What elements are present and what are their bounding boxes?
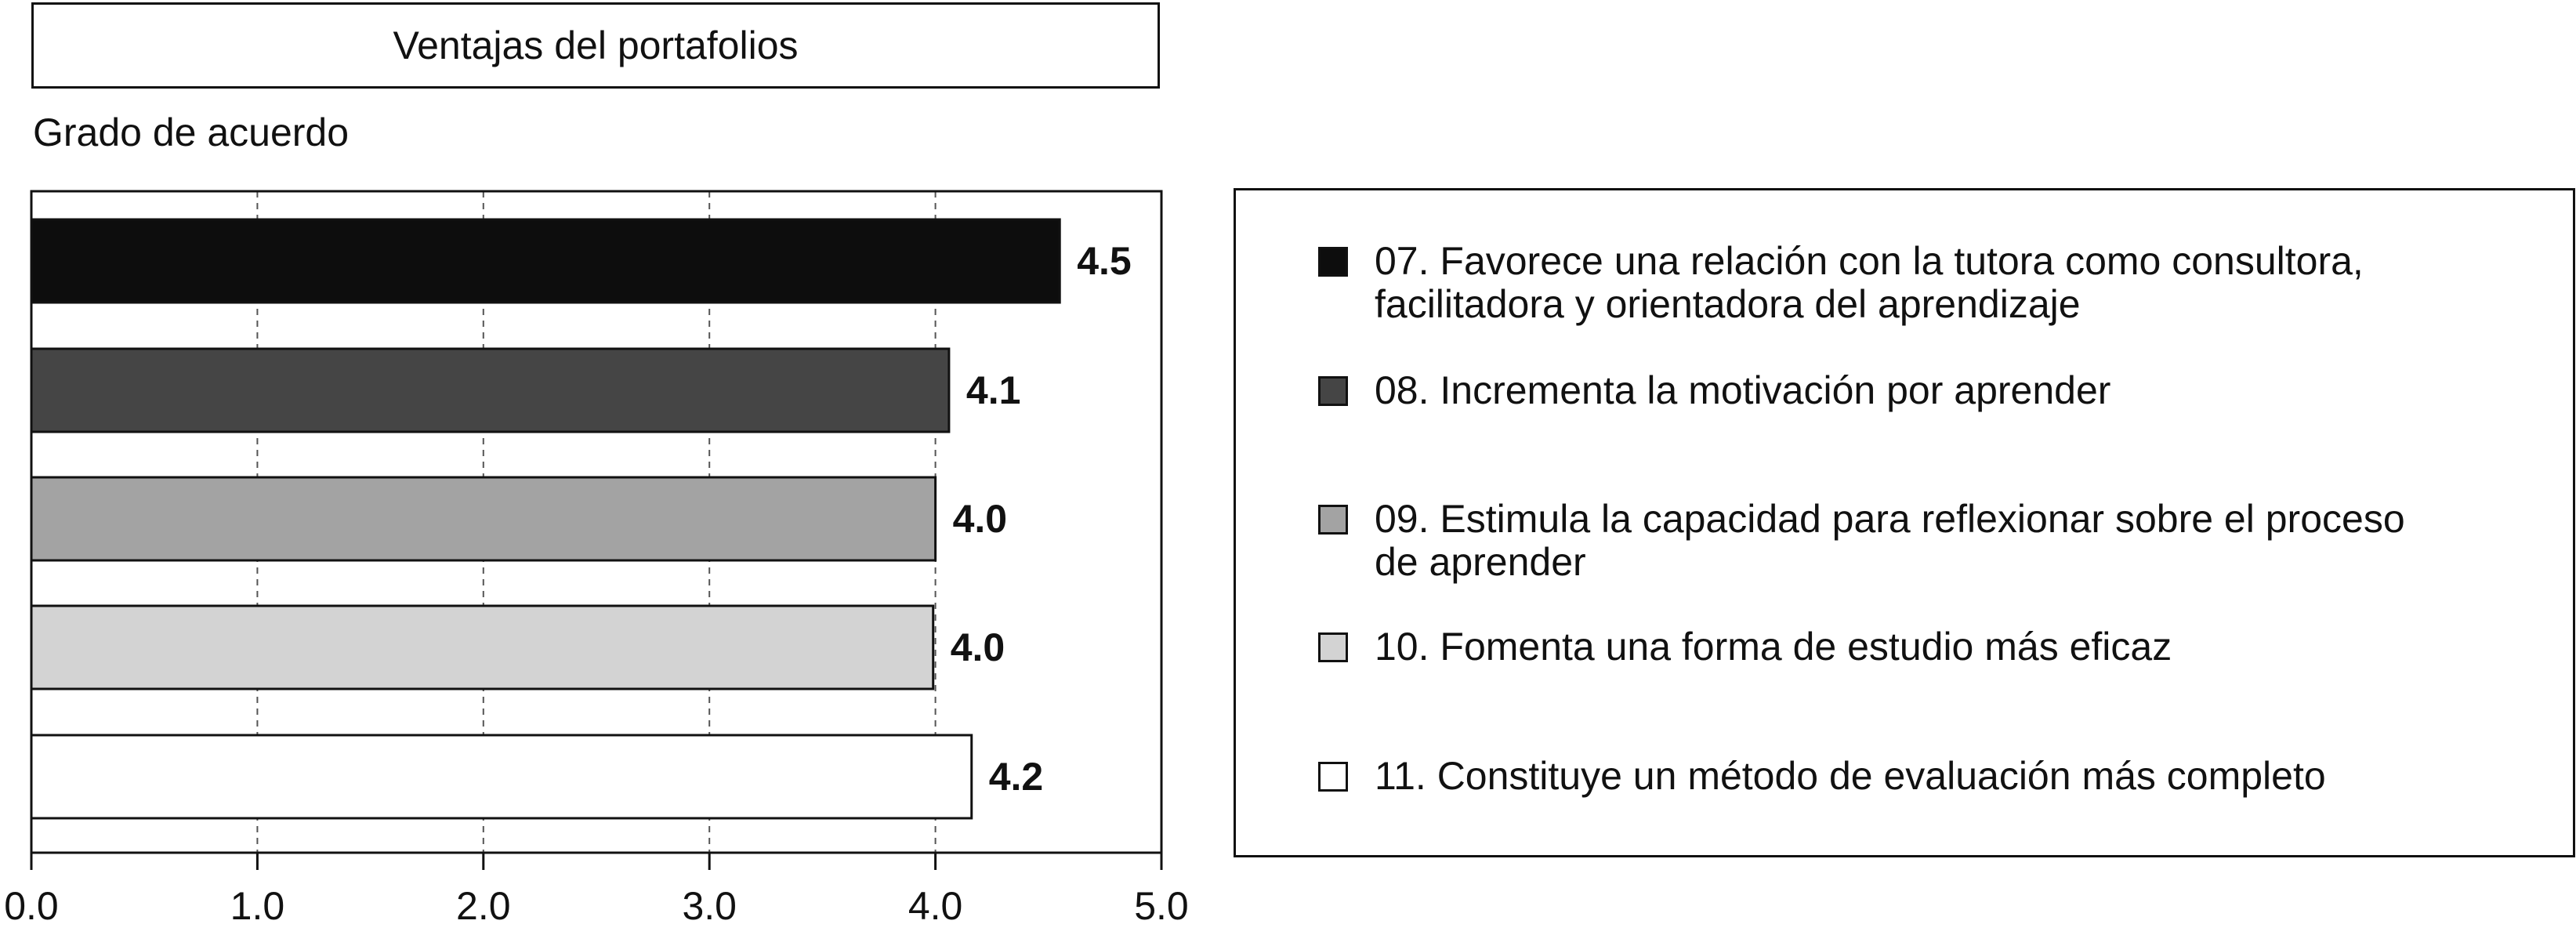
legend-swatch-10 [1318, 632, 1348, 662]
bar-value-label-7: 4.5 [1077, 239, 1132, 283]
bar-value-label-10: 4.0 [951, 625, 1005, 669]
legend-swatch-08 [1318, 376, 1348, 406]
legend-item-11: 11. Constituye un método de evaluación m… [1318, 755, 2326, 798]
legend-item-09: 09. Estimula la capacidad para reflexion… [1318, 498, 2405, 584]
legend-label-07: 07. Favorece una relación con la tutora … [1375, 239, 2364, 326]
legend: 07. Favorece una relación con la tutora … [1234, 188, 2575, 857]
legend-label-11: 11. Constituye un método de evaluación m… [1375, 754, 2326, 798]
legend-swatch-09 [1318, 505, 1348, 535]
legend-item-08: 08. Incrementa la motivación por aprende… [1318, 369, 2110, 412]
legend-label-08: 08. Incrementa la motivación por aprende… [1375, 368, 2111, 412]
y-axis-label: Grado de acuerdo [33, 111, 350, 154]
bar-value-label-11: 4.2 [989, 755, 1044, 799]
bar-10 [30, 604, 935, 690]
x-tick-label-4: 4.0 [908, 884, 963, 928]
x-tick-label-0: 0.0 [4, 884, 59, 928]
legend-swatch-07 [1318, 247, 1348, 277]
bar-11 [30, 734, 973, 820]
x-tick-label-1: 1.0 [230, 884, 285, 928]
chart-title: Ventajas del portafolios [31, 2, 1160, 89]
x-tick-label-2: 2.0 [456, 884, 511, 928]
x-tick-label-5: 5.0 [1134, 884, 1189, 928]
bar-7 [30, 218, 1061, 304]
bar-8 [30, 347, 951, 433]
bar-value-label-9: 4.0 [953, 497, 1008, 541]
legend-swatch-11 [1318, 762, 1348, 792]
legend-label-10: 10. Fomenta una forma de estudio más efi… [1375, 625, 2172, 669]
legend-item-07: 07. Favorece una relación con la tutora … [1318, 240, 2364, 326]
bar-value-label-8: 4.1 [966, 368, 1021, 412]
legend-label-09: 09. Estimula la capacidad para reflexion… [1375, 497, 2405, 584]
plot-frame [30, 190, 1163, 854]
x-tick-label-3: 3.0 [682, 884, 737, 928]
bar-9 [30, 476, 937, 562]
legend-item-10: 10. Fomenta una forma de estudio más efi… [1318, 625, 2172, 669]
